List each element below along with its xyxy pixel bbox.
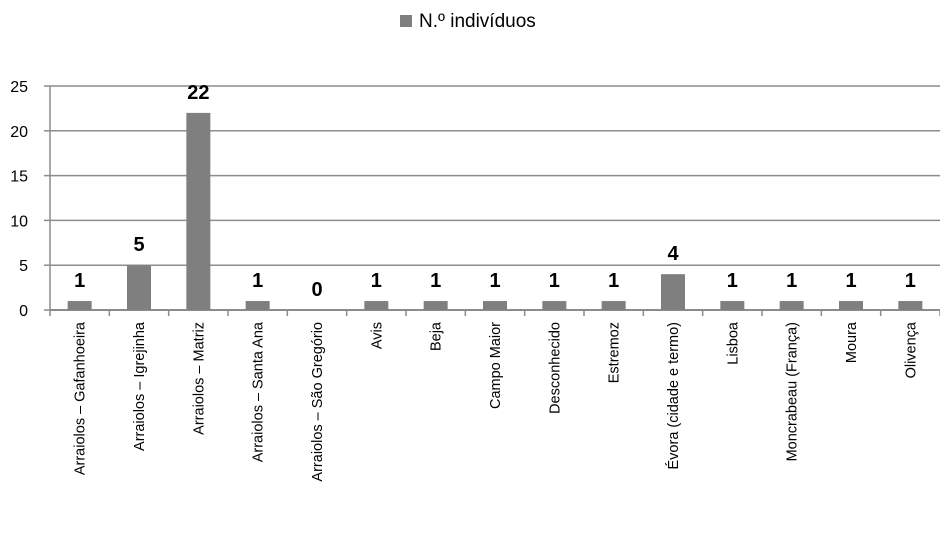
category-label: Arraiolos – Gafanhoeira	[73, 321, 89, 475]
data-label: 1	[727, 270, 738, 292]
legend-label: N.º indivíduos	[419, 11, 536, 32]
data-label: 1	[371, 270, 382, 292]
category-label: Arraiolos – Santa Ana	[251, 321, 267, 462]
category-label: Beja	[429, 321, 445, 351]
data-label: 1	[608, 270, 619, 292]
category-label: Avis	[369, 322, 385, 349]
bar	[483, 301, 507, 310]
data-label: 4	[667, 243, 679, 265]
bar	[542, 301, 567, 310]
data-label: 1	[252, 270, 263, 292]
data-label: 1	[905, 270, 916, 292]
data-label: 0	[311, 279, 322, 301]
data-label: 22	[187, 82, 209, 104]
legend-swatch	[400, 15, 412, 27]
bar	[245, 301, 270, 310]
category-label: Moncrabeau (França)	[785, 322, 801, 461]
data-label: 1	[786, 270, 797, 292]
y-tick-label: 0	[19, 303, 28, 320]
y-tick-label: 20	[10, 124, 28, 141]
category-label: Arraiolos – Matriz	[191, 322, 207, 435]
category-label: Campo Maior	[488, 322, 504, 409]
bar	[364, 301, 389, 310]
data-label: 1	[549, 270, 560, 292]
y-tick-label: 5	[19, 258, 28, 275]
category-label: Desconhecido	[547, 322, 563, 414]
bar	[720, 301, 745, 310]
bar	[898, 301, 923, 310]
data-label: 1	[845, 270, 856, 292]
bar	[186, 112, 211, 310]
bar	[601, 301, 626, 310]
category-label: Olivença	[903, 321, 919, 378]
category-label: Évora (cidade e termo)	[665, 322, 682, 469]
category-label: Arraiolos – Igrejinha	[132, 321, 148, 451]
data-label: 1	[430, 270, 441, 292]
category-label: Moura	[844, 321, 860, 363]
category-label: Estremoz	[607, 322, 623, 383]
category-label: Arraiolos – São Gregório	[310, 322, 326, 482]
data-label: 1	[489, 270, 500, 292]
y-tick-label: 15	[10, 169, 28, 186]
data-label: 1	[74, 270, 85, 292]
category-label: Lisboa	[725, 321, 741, 365]
bar	[661, 274, 685, 310]
y-tick-label: 25	[10, 79, 28, 96]
y-tick-label: 10	[10, 213, 28, 230]
bar	[423, 301, 448, 310]
data-label: 5	[133, 234, 144, 256]
bar	[779, 301, 804, 310]
bar	[127, 265, 151, 310]
bar	[839, 301, 863, 310]
bar	[67, 301, 92, 310]
